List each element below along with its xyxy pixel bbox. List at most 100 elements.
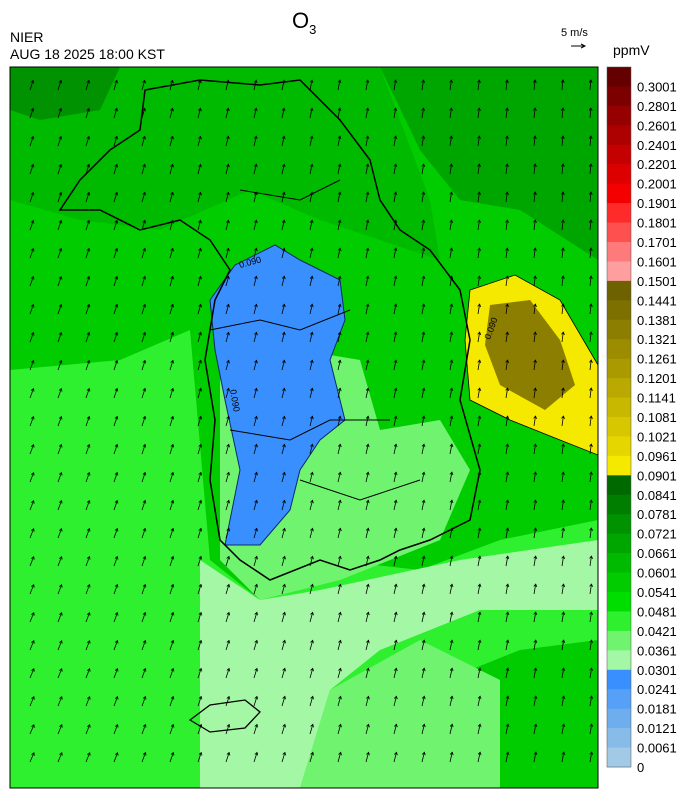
wind-arrowhead [114,359,119,364]
wind-arrowhead [142,275,147,280]
wind-arrowhead [366,611,370,616]
wind-arrowhead [505,135,509,139]
wind-arrow [309,164,313,175]
datetime: AUG 18 2025 18:00 KST [10,46,165,62]
wind-arrow [281,276,285,287]
wind-arrowhead [366,751,370,756]
wind-arrow [85,416,90,427]
wind-arrowhead [533,359,537,364]
wind-arrowhead [282,611,286,616]
wind-arrowhead [254,527,258,532]
wind-arrowhead [338,583,342,588]
wind-arrow [141,612,146,623]
wind-arrowhead [226,527,231,532]
wind-arrow [449,724,453,735]
wind-arrowhead [561,443,565,448]
wind-arrowhead [310,751,314,756]
wind-arrow [85,612,90,623]
wind-arrow [57,500,62,511]
wind-arrowhead [589,611,594,616]
wind-arrow [169,612,174,623]
wind-arrowhead [170,471,175,476]
wind-arrowhead [198,695,203,700]
wind-arrowhead [533,527,538,532]
wind-arrowhead [87,723,91,728]
wind-arrowhead [114,639,119,644]
wind-arrowhead [449,555,454,560]
wind-arrowhead [198,79,202,84]
wind-arrowhead [365,219,370,224]
wind-arrow [477,276,480,287]
wind-arrow [29,360,34,371]
wind-arrowhead [59,724,63,728]
wind-arrowhead [198,107,202,112]
wind-arrowhead [30,191,35,196]
wind-arrowhead [86,79,91,84]
wind-arrow [505,80,508,91]
wind-arrow [561,584,564,595]
wind-arrowhead [170,275,174,280]
wind-arrow [309,584,314,595]
wind-arrow [225,360,230,371]
wind-arrowhead [338,555,342,560]
wind-arrowhead [365,499,370,504]
wind-arrow [449,696,453,707]
wind-arrow [225,528,230,539]
wind-arrowhead [505,303,510,308]
island [188,699,261,733]
wind-arrow [141,80,146,91]
wind-arrow [365,528,369,539]
wind-arrow [85,696,91,707]
wind-arrowhead [393,303,398,308]
wind-arrowhead [449,751,454,756]
wind-arrowhead [170,723,175,728]
colorbar-label: 0.1901 [637,196,677,211]
wind-arrow [85,584,90,595]
wind-arrow [169,304,174,315]
wind-arrow [449,360,453,371]
wind-arrowhead [421,275,426,280]
wind-arrow [141,360,146,371]
colorbar-label: 0.0061 [637,741,677,756]
wind-arrow [141,164,146,175]
wind-arrow [477,388,481,399]
wind-arrowhead [282,471,286,476]
wind-arrowhead [310,499,314,504]
colorbar-label: 0.0241 [637,682,677,697]
wind-arrowhead [281,247,286,252]
wind-arrowhead [505,611,510,616]
wind-arrowhead [58,247,63,252]
wind-arrowhead [254,639,259,644]
wind-arrowhead [449,247,454,252]
colorbar-label: 0.1441 [637,293,677,308]
wind-arrowhead [477,667,482,672]
wind-arrow [57,528,62,539]
wind-arrowhead [86,163,91,168]
wind-arrow [477,612,481,623]
wind-arrowhead [114,191,119,196]
wind-arrow [29,528,35,539]
wind-arrow [393,80,397,91]
wind-arrowhead [254,471,258,476]
wind-arrow [421,276,425,287]
wind-arrowhead [337,331,342,336]
wind-arrow [169,388,174,399]
wind-arrowhead [254,331,258,336]
wind-arrowhead [477,723,482,728]
wind-arrowhead [589,695,594,700]
wind-arrowhead [449,331,454,336]
wind-arrowhead [505,639,510,644]
wind-arrowhead [366,695,370,700]
wind-arrowhead [253,107,258,112]
wind-arrow [141,584,146,595]
wind-arrowhead [477,499,482,504]
wind-arrow [505,500,509,511]
wind-arrowhead [226,415,230,420]
wind-arrowhead [561,611,566,616]
wind-arrow [589,416,592,427]
wind-arrowhead [365,415,370,420]
wind-arrowhead [505,527,510,532]
wind-arrow [29,640,35,651]
wind-arrow [589,164,592,175]
wind-arrowhead [533,639,538,644]
